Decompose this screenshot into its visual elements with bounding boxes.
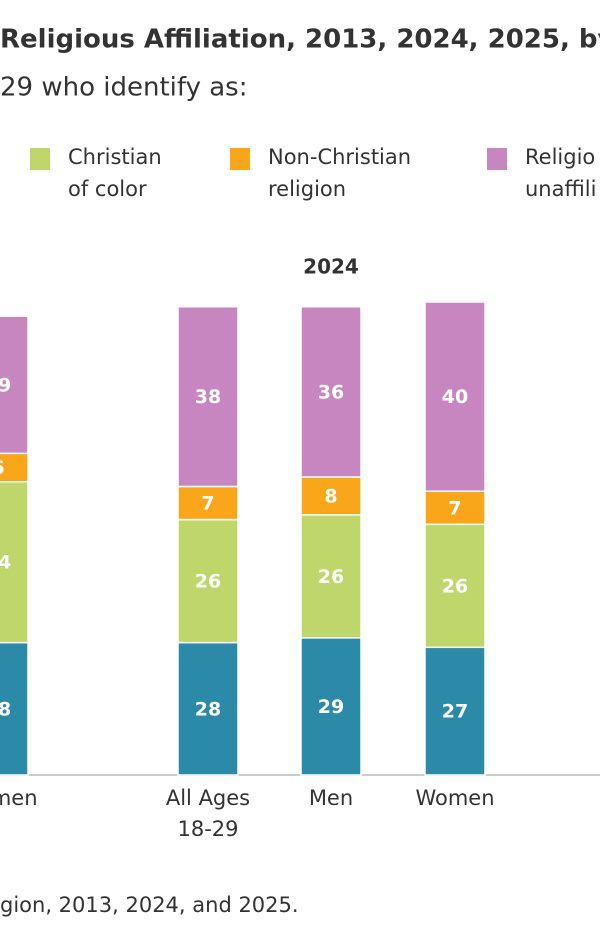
legend-label: Non-Christian religion bbox=[268, 145, 411, 201]
bar-segment bbox=[300, 514, 362, 639]
bar-segment bbox=[177, 485, 239, 521]
bar-segment bbox=[424, 490, 486, 526]
data-label: 26 bbox=[442, 575, 468, 597]
text-line: Non-Christian bbox=[268, 145, 411, 169]
bar-segment bbox=[300, 305, 362, 478]
data-label: 6 bbox=[0, 457, 5, 479]
text-line: 18-29 bbox=[177, 817, 238, 841]
x-tick-label: Men bbox=[309, 786, 353, 810]
footnote: gion, 2013, 2024, and 2025. bbox=[0, 893, 299, 917]
bar-segment bbox=[177, 641, 239, 776]
data-label: 8 bbox=[324, 485, 337, 507]
text-line: unaffili bbox=[525, 177, 596, 201]
data-label: 29 bbox=[0, 374, 11, 396]
legend-label: Religio unaffili bbox=[525, 145, 596, 201]
data-label: 28 bbox=[195, 698, 221, 720]
legend-swatch bbox=[30, 148, 50, 170]
x-tick-label: Women bbox=[0, 786, 38, 810]
bar-segment bbox=[424, 646, 486, 776]
text-line: religion bbox=[268, 177, 346, 201]
bar-segment bbox=[0, 480, 29, 644]
bar-segment bbox=[300, 476, 362, 516]
data-label: 40 bbox=[442, 386, 468, 408]
data-label: 28 bbox=[0, 698, 11, 720]
data-label: 34 bbox=[0, 552, 11, 574]
data-label: 26 bbox=[195, 571, 221, 593]
legend-swatch bbox=[230, 148, 250, 170]
data-label: 36 bbox=[318, 381, 344, 403]
x-tick-label: Women bbox=[415, 786, 494, 810]
data-label: 29 bbox=[318, 696, 344, 718]
bar-segment bbox=[0, 641, 29, 776]
bar-segment bbox=[424, 301, 486, 492]
bar-segment bbox=[300, 637, 362, 776]
group-label: 2024 bbox=[303, 255, 359, 279]
legend-label: Christian of color bbox=[68, 145, 162, 201]
data-label: 38 bbox=[195, 386, 221, 408]
legend-swatch bbox=[487, 148, 507, 170]
bar-segment bbox=[0, 315, 29, 455]
x-tick-label: All Ages 18-29 bbox=[166, 786, 250, 841]
bar-segment bbox=[0, 452, 29, 483]
chart-title: Religious Affiliation, 2013, 2024, 2025,… bbox=[0, 25, 600, 55]
text-line: Christian bbox=[68, 145, 162, 169]
data-label: 26 bbox=[318, 566, 344, 588]
text-line: of color bbox=[68, 177, 147, 201]
data-label: 27 bbox=[442, 701, 468, 723]
chart-subtitle: 29 who identify as: bbox=[0, 73, 247, 103]
bar-segment bbox=[177, 305, 239, 488]
data-label: 7 bbox=[448, 497, 461, 519]
text-line: Religio bbox=[525, 145, 595, 169]
data-label: 7 bbox=[201, 493, 214, 515]
text-line: All Ages bbox=[166, 786, 250, 810]
bar-segment bbox=[177, 518, 239, 644]
bar-segment bbox=[424, 523, 486, 649]
